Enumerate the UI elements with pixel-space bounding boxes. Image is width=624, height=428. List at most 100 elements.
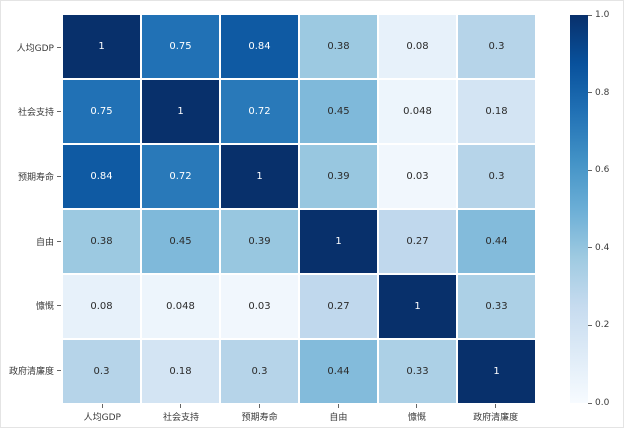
- cell-value: 0.048: [166, 300, 195, 312]
- x-tick-mark: [337, 404, 339, 408]
- cell-value: 0.45: [169, 235, 192, 247]
- y-tick-mark: [57, 305, 61, 307]
- colorbar-tick-mark: [588, 324, 592, 326]
- cell-value: 0.18: [169, 365, 192, 377]
- x-tick-text: 预期寿命: [241, 413, 278, 423]
- y-tick-label: 政府清廉度: [0, 338, 61, 403]
- x-tick-mark: [495, 404, 497, 408]
- x-tick-mark: [416, 404, 418, 408]
- cell-value: 0.3: [251, 365, 268, 377]
- heatmap-cell: 0.03: [221, 275, 298, 338]
- x-tick-label: 慷慨: [378, 404, 457, 426]
- x-tick-text: 自由: [329, 413, 348, 423]
- heatmap-cell: 1: [221, 145, 298, 208]
- heatmap-cell: 0.3: [458, 145, 535, 208]
- heatmap-grid: 1 0.75 0.84 0.38 0.08 0.3 0.75 1 0.72 0.45 0.048 0.…: [63, 15, 535, 403]
- cell-value: 0.72: [169, 170, 192, 182]
- colorbar-tick-label: 1.0: [588, 10, 609, 20]
- cell-value: 0.03: [406, 170, 429, 182]
- colorbar-tick-text: 0.8: [595, 87, 610, 98]
- cell-value: 0.84: [248, 40, 271, 52]
- x-tick-mark: [101, 404, 103, 408]
- cell-value: 0.03: [248, 300, 271, 312]
- colorbar-tick-text: 0.2: [595, 320, 610, 331]
- colorbar-tick-text: 0.4: [595, 242, 610, 253]
- y-tick-label: 人均GDP: [0, 15, 61, 80]
- colorbar-tick-label: 0.6: [588, 165, 609, 175]
- colorbar-tick-mark: [588, 169, 592, 171]
- cell-value: 0.18: [485, 105, 508, 117]
- x-tick-label: 政府清廉度: [456, 404, 535, 426]
- colorbar-tick-label: 0.4: [588, 243, 609, 253]
- y-tick-text: 政府清廉度: [8, 367, 54, 378]
- heatmap-cell: 1: [379, 275, 456, 338]
- cell-value: 0.048: [403, 105, 432, 117]
- cell-value: 0.3: [488, 40, 505, 52]
- heatmap-cell: 1: [142, 80, 219, 143]
- cell-value: 0.45: [327, 105, 350, 117]
- y-tick-label: 慷慨: [0, 274, 61, 339]
- heatmap-cell: 0.03: [379, 145, 456, 208]
- y-tick-label: 社会支持: [0, 80, 61, 145]
- heatmap-cell: 1: [458, 340, 535, 403]
- cell-value: 0.39: [248, 235, 271, 247]
- x-tick-text: 政府清廉度: [473, 413, 519, 423]
- y-tick-mark: [57, 46, 61, 48]
- cell-value: 0.3: [488, 170, 505, 182]
- x-tick-text: 人均GDP: [83, 413, 121, 423]
- heatmap-cell: 0.3: [63, 340, 140, 403]
- heatmap-cell: 0.3: [458, 15, 535, 78]
- cell-value: 0.33: [406, 365, 429, 377]
- cell-value: 0.38: [327, 40, 350, 52]
- cell-value: 0.44: [327, 365, 350, 377]
- y-tick-text: 预期寿命: [17, 173, 54, 184]
- heatmap-cell: 0.048: [142, 275, 219, 338]
- heatmap-cell: 0.38: [63, 210, 140, 273]
- colorbar-tick-mark: [588, 402, 592, 404]
- heatmap-cell: 0.27: [379, 210, 456, 273]
- heatmap-cell: 0.84: [221, 15, 298, 78]
- y-tick-text: 慷慨: [35, 302, 54, 313]
- colorbar-tick-label: 0.8: [588, 88, 609, 98]
- y-tick-mark: [57, 176, 61, 178]
- colorbar-tick-mark: [588, 247, 592, 249]
- colorbar-axis: 1.0 0.8 0.6 0.4 0.2 0.0: [588, 10, 622, 408]
- heatmap-cell: 0.75: [63, 80, 140, 143]
- heatmap-cell: 0.27: [300, 275, 377, 338]
- y-axis: 人均GDP 社会支持 预期寿命 自由 慷慨 政府清廉度: [0, 15, 61, 403]
- colorbar-tick-text: 0.6: [595, 165, 610, 176]
- colorbar-tick-mark: [588, 14, 592, 16]
- heatmap-cell: 0.18: [458, 80, 535, 143]
- x-tick-label: 社会支持: [142, 404, 221, 426]
- cell-value: 0.3: [93, 365, 110, 377]
- heatmap-cell: 0.18: [142, 340, 219, 403]
- y-tick-text: 人均GDP: [16, 43, 54, 54]
- heatmap-cell: 0.3: [221, 340, 298, 403]
- colorbar-tick-text: 0.0: [595, 398, 610, 408]
- colorbar-tick-text: 1.0: [595, 10, 610, 20]
- heatmap-cell: 0.44: [300, 340, 377, 403]
- y-tick-text: 社会支持: [17, 108, 54, 119]
- heatmap-cell: 0.75: [142, 15, 219, 78]
- cell-value: 1: [335, 235, 342, 247]
- cell-value: 1: [177, 105, 184, 117]
- x-tick-label: 自由: [299, 404, 378, 426]
- heatmap-cell: 0.84: [63, 145, 140, 208]
- heatmap-cell: 1: [300, 210, 377, 273]
- cell-value: 0.08: [90, 300, 113, 312]
- x-tick-mark: [259, 404, 261, 408]
- cell-value: 0.33: [485, 300, 508, 312]
- cell-value: 0.39: [327, 170, 350, 182]
- heatmap-cell: 0.08: [63, 275, 140, 338]
- heatmap-cell: 0.72: [142, 145, 219, 208]
- cell-value: 1: [98, 40, 105, 52]
- y-tick-mark: [57, 370, 61, 372]
- cell-value: 0.75: [169, 40, 192, 52]
- colorbar-tick-label: 0.0: [588, 398, 609, 408]
- heatmap-cell: 0.45: [142, 210, 219, 273]
- heatmap-cell: 0.39: [221, 210, 298, 273]
- heatmap-cell: 1: [63, 15, 140, 78]
- heatmap-cell: 0.45: [300, 80, 377, 143]
- y-tick-mark: [57, 240, 61, 242]
